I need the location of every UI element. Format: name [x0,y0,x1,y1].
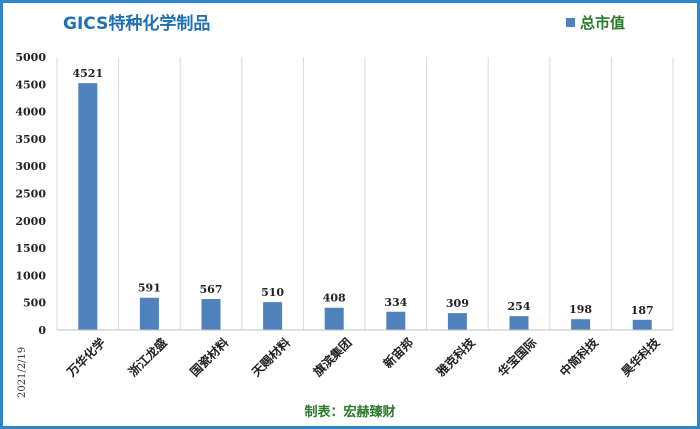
y-tick-label: 3000 [15,160,46,173]
data-label: 591 [138,282,161,295]
date-note: 2021/2/19 [17,347,28,398]
bar [386,311,406,330]
data-label: 408 [323,292,346,305]
bar [571,319,591,330]
x-tick-label: 华宝国际 [495,335,540,380]
bar [201,299,221,330]
y-tick-label: 1500 [15,242,46,255]
data-label: 198 [569,303,592,316]
data-label: 567 [200,283,223,296]
data-label: 4521 [72,67,103,80]
x-tick-label: 天赐材料 [248,335,293,380]
x-tick-label: 国瓷材料 [187,335,232,380]
legend-swatch [566,18,575,27]
bar [78,83,98,330]
y-tick-label: 4000 [15,106,46,119]
x-tick-label: 旗滨集团 [310,335,355,380]
source-note: 制表：宏赫臻财 [304,404,395,420]
x-tick-label: 中简科技 [556,334,601,379]
y-tick-label: 500 [23,297,46,310]
data-labels: 4521 591 567 510 408 334 309 254 198 187 [72,67,653,317]
y-tick-label: 5000 [15,51,46,64]
bars [78,83,652,330]
x-tick-label: 昊华科技 [618,334,663,379]
bar [263,302,283,330]
y-tick-label: 2500 [15,188,46,201]
data-label: 187 [631,304,654,317]
y-tick-label: 1000 [15,269,46,282]
bar [447,313,467,330]
y-tick-label: 4500 [15,78,46,91]
chart-title: GICS特种化学制品 [63,13,210,34]
grid-lines [56,57,674,330]
legend-label: 总市值 [580,14,625,32]
data-label: 510 [261,286,284,299]
bar [324,307,344,330]
y-tick-label: 0 [38,324,46,337]
x-tick-label: 雅克科技 [432,334,478,380]
x-tick-label: 新宙邦 [380,335,416,371]
bar [139,297,159,330]
x-tick-label: 万华化学 [63,335,108,380]
data-label: 334 [384,296,407,309]
y-tick-label: 2000 [15,215,46,228]
data-label: 309 [446,297,469,310]
x-tick-label: 浙江龙盛 [125,335,170,380]
data-label: 254 [508,300,531,313]
x-axis-ticks: 万华化学 浙江龙盛 国瓷材料 天赐材料 旗滨集团 新宙邦 雅克科技 华宝国际 中简科技 昊华科技 [63,334,663,380]
y-tick-label: 3500 [15,133,46,146]
bar [632,319,652,330]
bar [509,316,529,330]
